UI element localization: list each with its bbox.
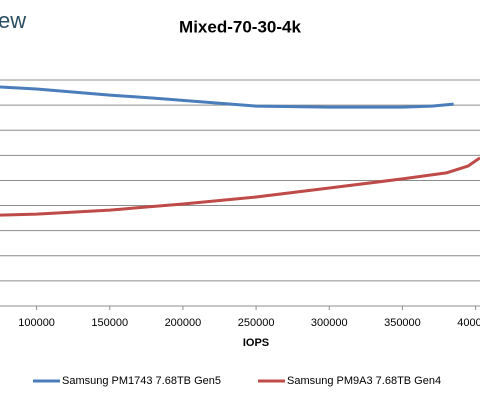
x-tick-label: 200000: [165, 317, 202, 329]
x-tick-label: 100000: [18, 317, 55, 329]
series-line: [0, 156, 480, 217]
chart-title: Mixed-70-30-4k: [179, 17, 301, 36]
x-tick-label: 150000: [91, 317, 128, 329]
legend-label: Samsung PM1743 7.68TB Gen5: [62, 375, 221, 387]
x-tick-label: 300000: [311, 317, 348, 329]
x-tick-label: 400000: [457, 317, 480, 329]
x-axis-label: IOPS: [243, 337, 269, 349]
series-line: [0, 85, 454, 109]
logo: ew: [0, 8, 26, 33]
x-tick-label: 350000: [384, 317, 421, 329]
legend-label: Samsung PM9A3 7.68TB Gen4: [287, 375, 441, 387]
x-tick-label: 250000: [238, 317, 275, 329]
